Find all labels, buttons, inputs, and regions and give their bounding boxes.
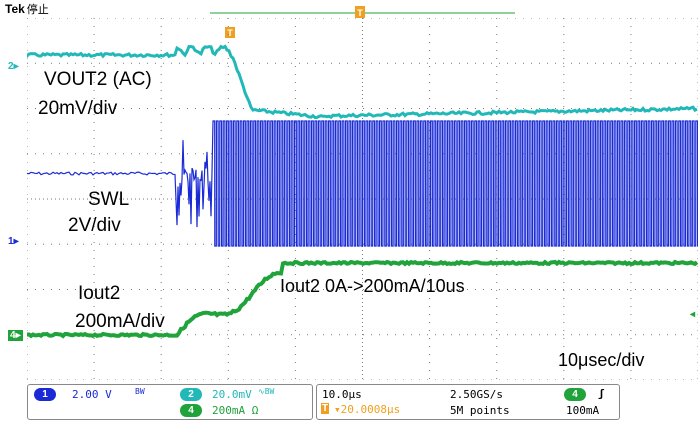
vout-label: VOUT2 (AC) — [44, 69, 152, 90]
ch2-scale: 20.0mV — [212, 388, 252, 401]
ch2-coupling-icon: ∿BW — [258, 387, 275, 396]
swl-scale: 2V/div — [68, 215, 121, 236]
vertical-settings-box — [27, 384, 313, 420]
timebase-note: 10μsec/div — [558, 350, 645, 370]
trigger-source-badge[interactable]: 4 — [564, 388, 586, 401]
waveform-display — [27, 18, 698, 380]
ch4-ground-marker[interactable]: 4▸ — [8, 330, 23, 341]
trigger-level: 100mA — [566, 404, 600, 417]
top-bar: Tek 停止 — [0, 0, 698, 20]
ch1-ground-marker[interactable]: 1▸ — [8, 236, 19, 247]
ch1-scale: 2.00 V — [72, 388, 112, 401]
trigger-slope-icon: ʃ — [598, 387, 605, 400]
ch1-bw-icon: BW — [135, 387, 145, 396]
trigger-position: ▾20.0008μs — [334, 403, 401, 416]
ch4-badge[interactable]: 4 — [180, 404, 202, 417]
trigger-pos-icon: T — [321, 403, 330, 414]
ch2-ground-marker[interactable]: 2▸ — [8, 61, 19, 72]
ch2-vout-trace — [27, 44, 698, 120]
record-length: 5M points — [450, 404, 510, 417]
ch1-badge[interactable]: 1 — [34, 388, 56, 401]
ch4-iout-trace — [27, 259, 698, 339]
iout-scale: 200mA/div — [75, 311, 165, 332]
swl-label: SWL — [88, 189, 130, 210]
iout-label: Iout2 — [78, 283, 121, 304]
ch1-swl-trace — [27, 120, 698, 247]
trigger-level-icon: ◂ — [690, 309, 696, 320]
sample-rate: 2.50GS/s — [450, 388, 503, 401]
ch2-badge[interactable]: 2 — [180, 388, 202, 401]
vout-scale: 20mV/div — [38, 98, 118, 119]
time-per-div: 10.0μs — [322, 388, 362, 401]
acquisition-state: 停止 — [26, 4, 49, 16]
status-bar: 1 2.00 V BW 2 20.0mV ∿BW 4 200mA Ω 10.0μ… — [0, 382, 698, 424]
ch4-scale: 200mA Ω — [212, 404, 259, 417]
step-note: Iout2 0A->200mA/10us — [280, 276, 465, 296]
brand-label: Tek 停止 — [5, 2, 49, 16]
